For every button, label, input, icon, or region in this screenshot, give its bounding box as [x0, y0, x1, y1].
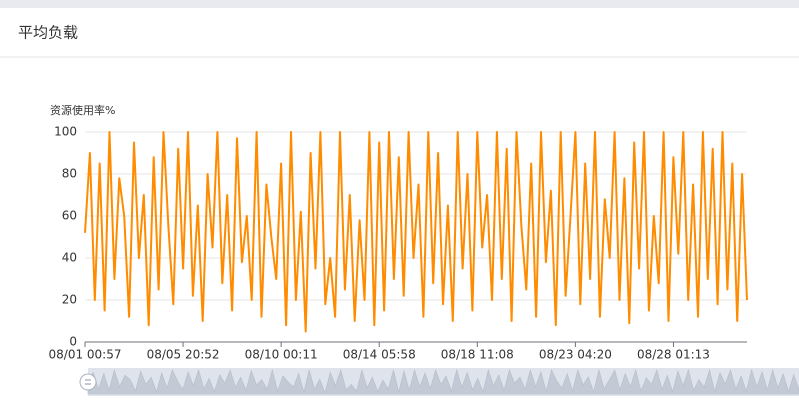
- y-tick-label: 40: [62, 251, 77, 265]
- top-strip: [0, 0, 799, 8]
- y-axis-label: 资源使用率%: [50, 103, 115, 117]
- y-tick-label: 60: [62, 209, 77, 223]
- y-tick-label: 100: [54, 125, 77, 139]
- x-tick-label: 08/23 04:20: [539, 348, 612, 362]
- x-tick-label: 08/10 00:11: [245, 348, 318, 362]
- series-line: [84, 131, 748, 333]
- y-tick-label: 20: [62, 293, 77, 307]
- x-tick-label: 08/14 05:58: [343, 348, 416, 362]
- panel-title: 平均负载: [18, 24, 78, 42]
- y-tick-label: 80: [62, 167, 77, 181]
- y-tick-label: 0: [69, 335, 77, 349]
- x-tick-label: 08/05 20:52: [147, 348, 220, 362]
- zoom-shadow: [87, 368, 799, 395]
- x-tick-label: 08/18 11:08: [441, 348, 514, 362]
- x-tick-label: 08/01 00:57: [49, 348, 122, 362]
- zoom-handle[interactable]: [79, 373, 97, 391]
- x-tick-label: 08/28 01:13: [637, 348, 710, 362]
